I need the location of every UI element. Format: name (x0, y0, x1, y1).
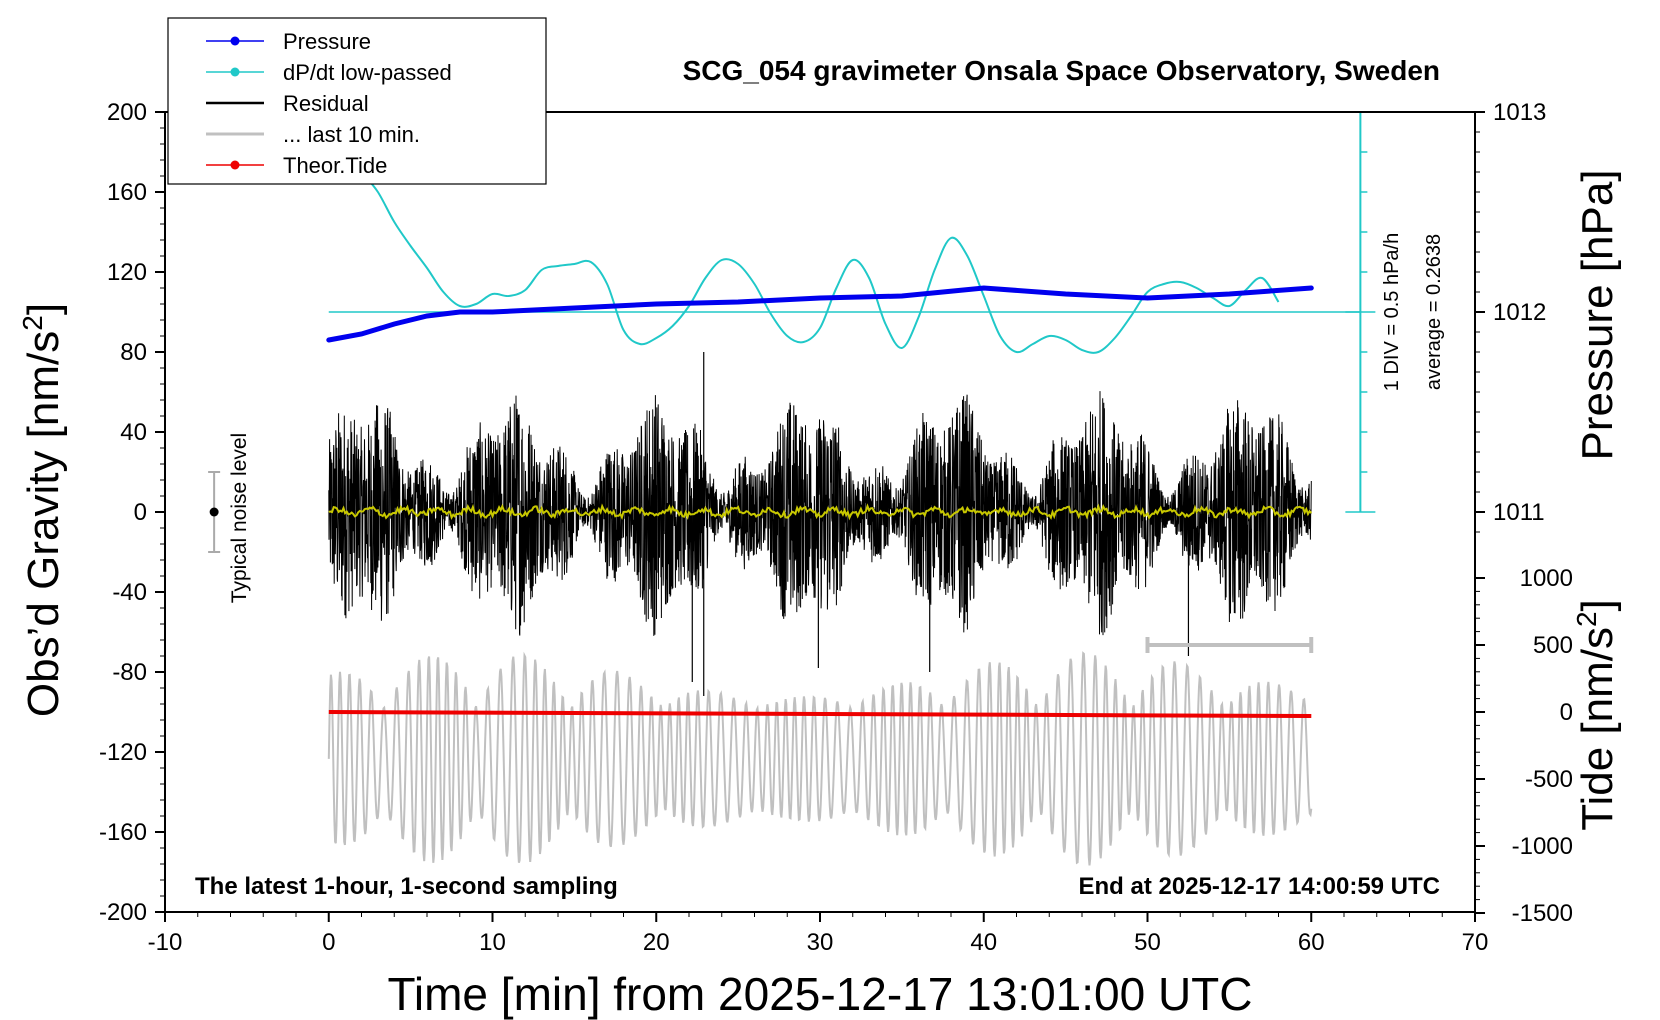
last10-series-line (327, 651, 1313, 866)
tide-series-line (328, 710, 1312, 718)
x-tick-label-6: 50 (1134, 929, 1161, 956)
noise-level-label: Typical noise level (228, 433, 251, 603)
y-tick-label-5: 0 (134, 499, 147, 526)
pressure-tick-label-2: 1011 (1493, 499, 1545, 526)
noise-level-point (209, 507, 219, 517)
y-axis-title-gravity: Obs’d Gravity [nm/s2] (17, 303, 68, 717)
y-tick-label-1: 160 (107, 179, 147, 206)
x-tick-label-5: 40 (970, 929, 997, 956)
x-tick-label-4: 30 (807, 929, 834, 956)
legend-label-4: Theor.Tide (283, 153, 387, 178)
residual-series-line (328, 391, 1312, 636)
x-tick-label-1: 0 (322, 929, 335, 956)
legend-box (167, 17, 547, 185)
axes-layer: -10 0 10 20 30 40 50 60 70 200 160 120 80 40 0 -40 -80 -1… (99, 99, 1573, 956)
y-tick-label-9: -160 (99, 819, 147, 846)
dpdt-series-line (360, 171, 1280, 354)
annotation-latest-hour: The latest 1-hour, 1-second sampling (195, 873, 618, 900)
legend-marker-0 (230, 36, 240, 46)
pressure-series-line (326, 285, 1314, 343)
y-axis-title-tide-end: ] (1573, 599, 1622, 611)
legend: Pressure dP/dt low-passed Residual ... last… (167, 17, 547, 185)
y-tick-label-4: 40 (120, 419, 147, 446)
x-axis-title: Time [min] from 2025-12-17 13:01:00 UTC (388, 968, 1253, 1020)
y-axis-title-tide-sup: 2 (1571, 611, 1602, 627)
tide-tick-label-3: -500 (1525, 766, 1573, 793)
tide-tick-label-0: 1000 (1520, 565, 1573, 592)
y-tick-label-3: 80 (120, 339, 147, 366)
tide-tick-label-5: -1500 (1512, 900, 1573, 927)
x-tick-label-0: -10 (148, 929, 183, 956)
y-axis-title-gravity-sup: 2 (17, 315, 48, 331)
tide-tick-label-4: -1000 (1512, 833, 1573, 860)
y-axis-title-tide-main: Tide [nm/s (1573, 627, 1622, 831)
x-tick-label-8: 70 (1462, 929, 1489, 956)
legend-label-1: dP/dt low-passed (283, 60, 452, 85)
pressure-tick-label-0: 1013 (1493, 99, 1546, 126)
residual-smoothed-line (328, 503, 1313, 521)
legend-marker-1 (230, 67, 240, 77)
tide-tick-label-2: 0 (1560, 699, 1573, 726)
y-axis-title-tide: Tide [nm/s2] (1571, 599, 1622, 831)
x-tick-label-2: 10 (479, 929, 506, 956)
y-axis-title-pressure: Pressure [hPa] (1573, 169, 1622, 460)
x-tick-label-3: 20 (643, 929, 670, 956)
tide-tick-label-1: 500 (1533, 632, 1573, 659)
legend-label-2: Residual (283, 91, 369, 116)
div-label: 1 DIV = 0.5 hPa/h (1381, 233, 1403, 391)
pressure-tick-label-1: 1012 (1493, 299, 1546, 326)
annotation-end-time: End at 2025-12-17 14:00:59 UTC (1079, 873, 1441, 900)
legend-label-3: ... last 10 min. (283, 122, 420, 147)
chart-title: SCG_054 gravimeter Onsala Space Observat… (683, 55, 1440, 86)
y-tick-label-6: -40 (112, 579, 147, 606)
y-axis-title-gravity-end: ] (19, 303, 68, 315)
y-tick-label-10: -200 (99, 899, 147, 926)
series-layer (326, 171, 1361, 866)
legend-marker-4 (230, 160, 240, 170)
y-tick-label-7: -80 (112, 659, 147, 686)
y-tick-label-8: -120 (99, 739, 147, 766)
average-label: average = 0.2638 (1423, 234, 1445, 390)
legend-label-0: Pressure (283, 29, 371, 54)
y-tick-label-2: 120 (107, 259, 147, 286)
x-tick-label-7: 60 (1298, 929, 1325, 956)
y-tick-label-0: 200 (107, 99, 147, 126)
y-axis-title-gravity-main: Obs’d Gravity [nm/s (19, 331, 68, 717)
